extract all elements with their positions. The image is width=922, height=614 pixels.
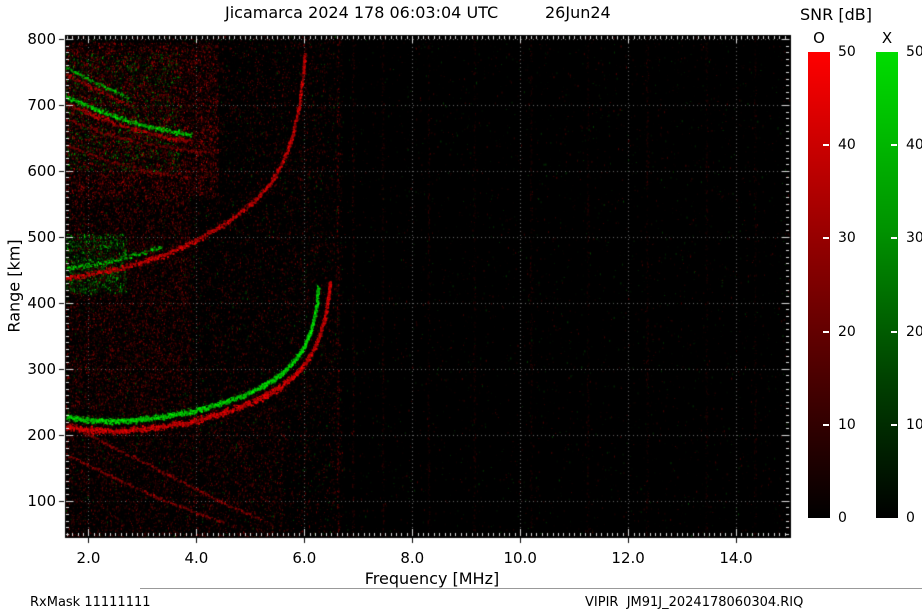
y-tick-label: 200	[27, 425, 56, 444]
colorbar-x-tick-label: 20	[906, 323, 922, 340]
colorbar-x-tick-label: 30	[906, 230, 922, 247]
colorbar-tick-dash	[891, 423, 897, 426]
colorbar-o-gradient	[808, 52, 830, 518]
plot-date: 26Jun24	[545, 3, 611, 22]
footer-separator-line	[140, 588, 922, 589]
colorbar-tick-dash	[823, 144, 829, 147]
y-tick-label: 400	[27, 293, 56, 312]
colorbar-o-tick-label: 20	[838, 323, 856, 340]
x-tick-label: 6.0	[292, 549, 317, 567]
colorbar-o-label: O	[813, 29, 825, 47]
y-axis-label: Range [km]	[4, 239, 24, 333]
footer-filename: VIPIR JM91J_2024178060304.RIQ	[585, 595, 804, 610]
colorbar-tick-dash	[823, 237, 829, 240]
colorbar-o-tick-label: 50	[838, 44, 856, 60]
colorbar-o-tick-label: 0	[838, 510, 847, 526]
colorbar-x-label: X	[881, 29, 893, 47]
colorbar-o-tick-label: 30	[838, 230, 856, 247]
colorbar-tick-dash	[891, 330, 897, 333]
y-tick-label: 500	[27, 227, 56, 246]
y-tick-label: 600	[27, 161, 56, 180]
x-tick-label: 10.0	[503, 549, 537, 567]
colorbar-x-tick-label: 0	[906, 510, 915, 526]
colorbar-title: SNR [dB]	[800, 5, 872, 24]
colorbar-tick-dash	[891, 237, 897, 240]
y-tick-label: 100	[27, 491, 56, 510]
colorbar-x-tick-label: 40	[906, 137, 922, 154]
x-tick-label: 2.0	[76, 549, 101, 567]
colorbar-tick-dash	[823, 423, 829, 426]
x-tick-label: 8.0	[400, 549, 425, 567]
y-tick-label: 700	[27, 95, 56, 114]
colorbar-o-tick-label: 10	[838, 416, 856, 433]
footer-rxmask: RxMask 11111111	[30, 595, 151, 610]
colorbar-tick-dash	[891, 144, 897, 147]
y-tick-label: 800	[27, 29, 56, 48]
x-tick-label: 12.0	[611, 549, 645, 567]
y-tick-label: 300	[27, 359, 56, 378]
x-axis-label: Frequency [MHz]	[364, 569, 500, 588]
colorbar-o-tick-label: 40	[838, 137, 856, 154]
colorbar-x-tick-label: 50	[906, 44, 922, 60]
x-tick-label: 14.0	[719, 549, 753, 567]
colorbar-x-tick-label: 10	[906, 416, 922, 433]
colorbar-tick-dash	[823, 330, 829, 333]
colorbar-x-gradient	[876, 52, 898, 518]
plot-title: Jicamarca 2024 178 06:03:04 UTC	[225, 3, 499, 22]
x-tick-label: 4.0	[184, 549, 209, 567]
